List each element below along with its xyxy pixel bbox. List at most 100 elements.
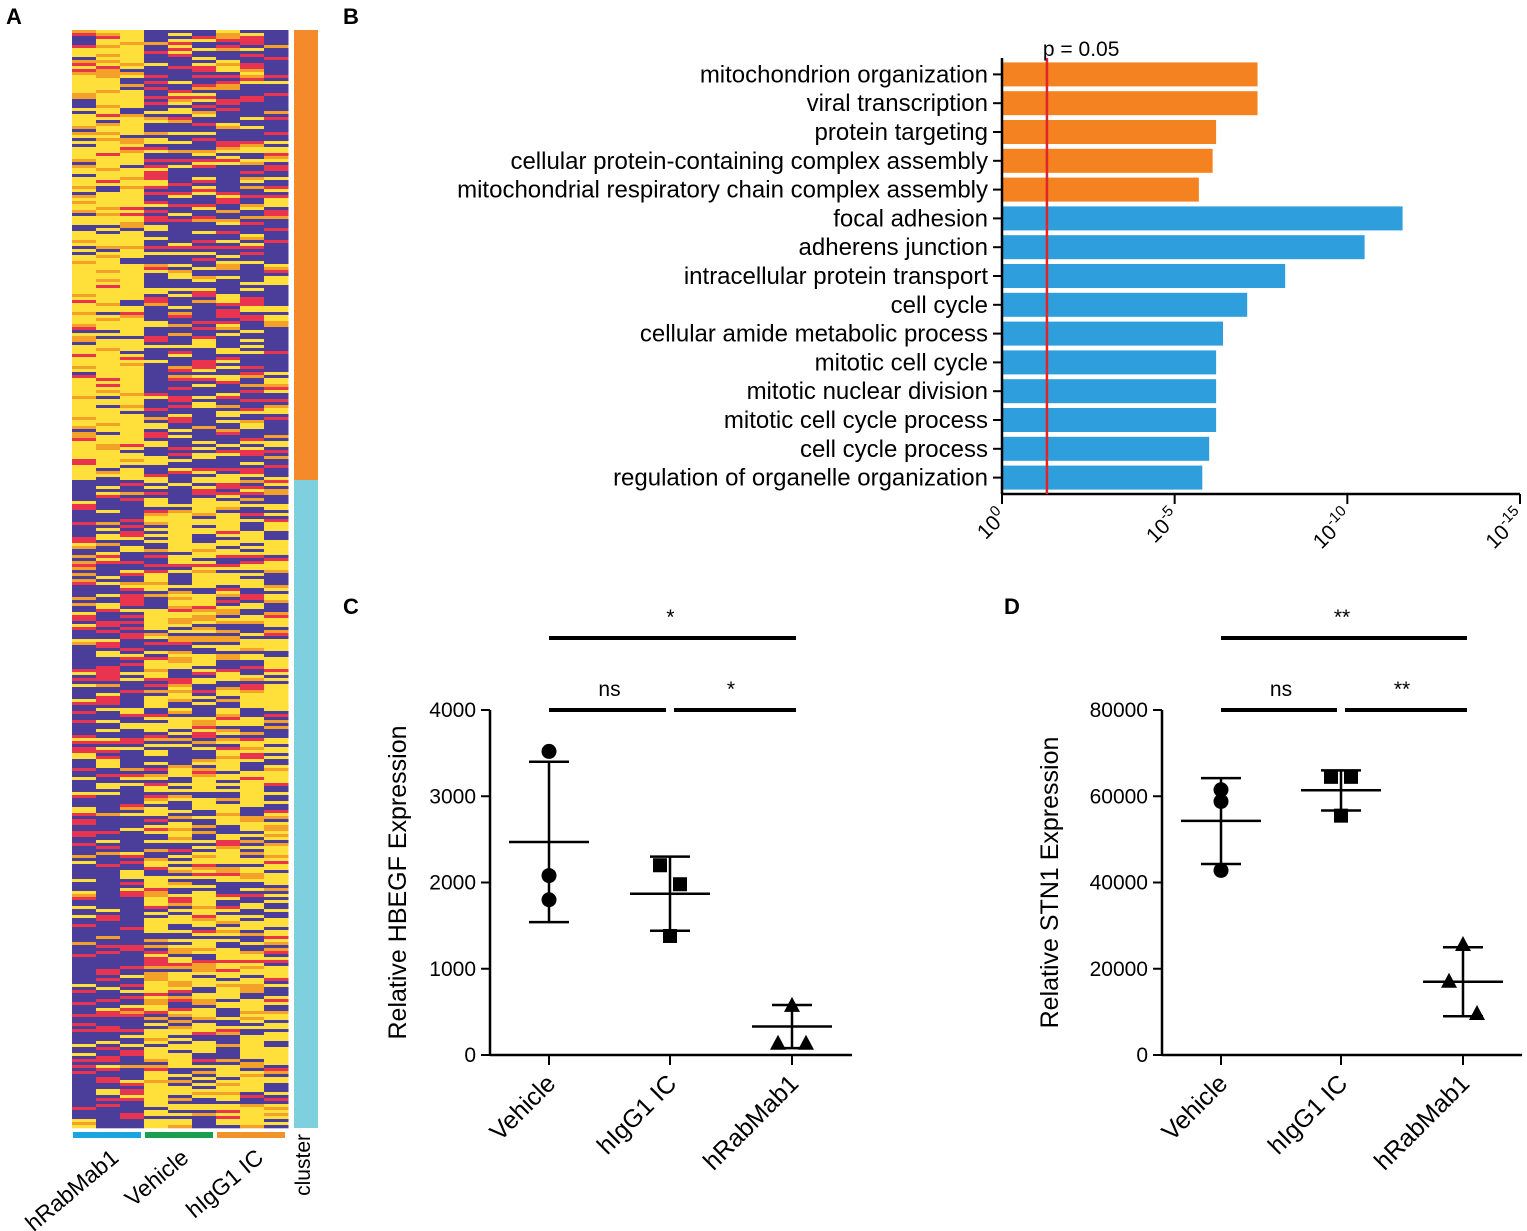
heatmap-cell bbox=[264, 42, 289, 46]
heatmap-cell bbox=[264, 771, 289, 775]
heatmap-cell bbox=[120, 591, 145, 595]
heatmap-cell bbox=[72, 840, 97, 844]
heatmap-cell bbox=[216, 825, 241, 829]
heatmap-cell bbox=[216, 1038, 241, 1042]
heatmap-cell bbox=[264, 600, 289, 604]
heatmap-cell bbox=[96, 303, 121, 307]
heatmap-cell bbox=[96, 330, 121, 334]
heatmap-cell bbox=[216, 1068, 241, 1072]
heatmap-cell bbox=[168, 792, 193, 796]
heatmap-cell bbox=[72, 918, 97, 922]
heatmap-cell bbox=[168, 747, 193, 751]
heatmap-cell bbox=[144, 498, 169, 502]
heatmap-cell bbox=[72, 513, 97, 517]
heatmap-cell bbox=[240, 87, 265, 91]
heatmap-cell bbox=[96, 33, 121, 37]
heatmap-cell bbox=[168, 909, 193, 913]
heatmap-cell bbox=[240, 756, 265, 760]
heatmap-cell bbox=[120, 522, 145, 526]
heatmap-cell bbox=[120, 78, 145, 82]
heatmap-cell bbox=[144, 519, 169, 523]
heatmap-cell bbox=[240, 69, 265, 73]
heatmap-cell bbox=[144, 717, 169, 721]
heatmap-cell bbox=[144, 105, 169, 109]
heatmap-cell bbox=[72, 501, 97, 505]
heatmap-cell bbox=[192, 1125, 217, 1129]
heatmap-cell bbox=[168, 888, 193, 892]
heatmap-cell bbox=[120, 657, 145, 661]
heatmap-cell bbox=[216, 819, 241, 823]
heatmap-cell bbox=[264, 1005, 289, 1009]
heatmap-cell bbox=[144, 774, 169, 778]
heatmap-cell bbox=[120, 1038, 145, 1042]
heatmap-cell bbox=[216, 174, 241, 178]
heatmap-cell bbox=[96, 342, 121, 346]
heatmap-cell bbox=[240, 243, 265, 247]
heatmap-cell bbox=[168, 168, 193, 172]
heatmap-cell bbox=[216, 1008, 241, 1012]
heatmap-cell bbox=[216, 225, 241, 229]
heatmap-cell bbox=[216, 456, 241, 460]
heatmap-cell bbox=[144, 831, 169, 835]
heatmap-cell bbox=[72, 387, 97, 391]
heatmap-cell bbox=[240, 1011, 265, 1015]
heatmap-cell bbox=[168, 480, 193, 484]
heatmap-cell bbox=[240, 846, 265, 850]
heatmap-cell bbox=[216, 240, 241, 244]
heatmap-cell bbox=[240, 891, 265, 895]
heatmap-cell bbox=[72, 99, 97, 103]
heatmap-cell bbox=[168, 195, 193, 199]
heatmap-cell bbox=[144, 969, 169, 973]
heatmap-cell bbox=[216, 186, 241, 190]
heatmap-cell bbox=[72, 621, 97, 625]
heatmap-cell bbox=[96, 954, 121, 958]
heatmap-cell bbox=[120, 537, 145, 541]
heatmap-cell bbox=[168, 390, 193, 394]
heatmap-cell bbox=[192, 129, 217, 133]
heatmap-cell bbox=[144, 1089, 169, 1093]
heatmap-cell bbox=[72, 213, 97, 217]
heatmap-cell bbox=[120, 612, 145, 616]
heatmap-cell bbox=[240, 435, 265, 439]
heatmap-cell bbox=[96, 354, 121, 358]
heatmap-cell bbox=[168, 39, 193, 43]
heatmap-cell bbox=[168, 144, 193, 148]
heatmap-cell bbox=[216, 810, 241, 814]
heatmap-cell bbox=[120, 543, 145, 547]
heatmap-cell bbox=[120, 762, 145, 766]
heatmap-cell bbox=[72, 420, 97, 424]
heatmap-cell bbox=[192, 78, 217, 82]
heatmap-cell bbox=[264, 789, 289, 793]
heatmap-cell bbox=[120, 825, 145, 829]
heatmap-cell bbox=[168, 57, 193, 61]
heatmap-cell bbox=[264, 171, 289, 175]
heatmap-cell bbox=[264, 1071, 289, 1075]
heatmap-cell bbox=[72, 84, 97, 88]
y-tick-label: 20000 bbox=[1090, 958, 1148, 981]
heatmap-cell bbox=[216, 558, 241, 562]
heatmap-cell bbox=[120, 693, 145, 697]
heatmap-cell bbox=[120, 636, 145, 640]
heatmap-cell bbox=[120, 840, 145, 844]
heatmap-cell bbox=[168, 978, 193, 982]
heatmap-cell bbox=[72, 1074, 97, 1078]
heatmap-cell bbox=[264, 564, 289, 568]
heatmap-cell bbox=[216, 270, 241, 274]
heatmap-cell bbox=[216, 993, 241, 997]
heatmap-cell bbox=[264, 828, 289, 832]
heatmap-cell bbox=[264, 1062, 289, 1066]
heatmap-cell bbox=[264, 804, 289, 808]
heatmap-cell bbox=[120, 609, 145, 613]
heatmap-cell bbox=[216, 327, 241, 331]
heatmap-cell bbox=[168, 219, 193, 223]
heatmap-cell bbox=[72, 324, 97, 328]
heatmap-cell bbox=[72, 732, 97, 736]
heatmap-cell bbox=[72, 495, 97, 499]
heatmap-cell bbox=[240, 738, 265, 742]
heatmap-cell bbox=[144, 177, 169, 181]
heatmap-cell bbox=[240, 1059, 265, 1063]
heatmap-cell bbox=[264, 1092, 289, 1096]
heatmap-cell bbox=[144, 651, 169, 655]
heatmap-cell bbox=[216, 555, 241, 559]
heatmap-cell bbox=[96, 573, 121, 577]
